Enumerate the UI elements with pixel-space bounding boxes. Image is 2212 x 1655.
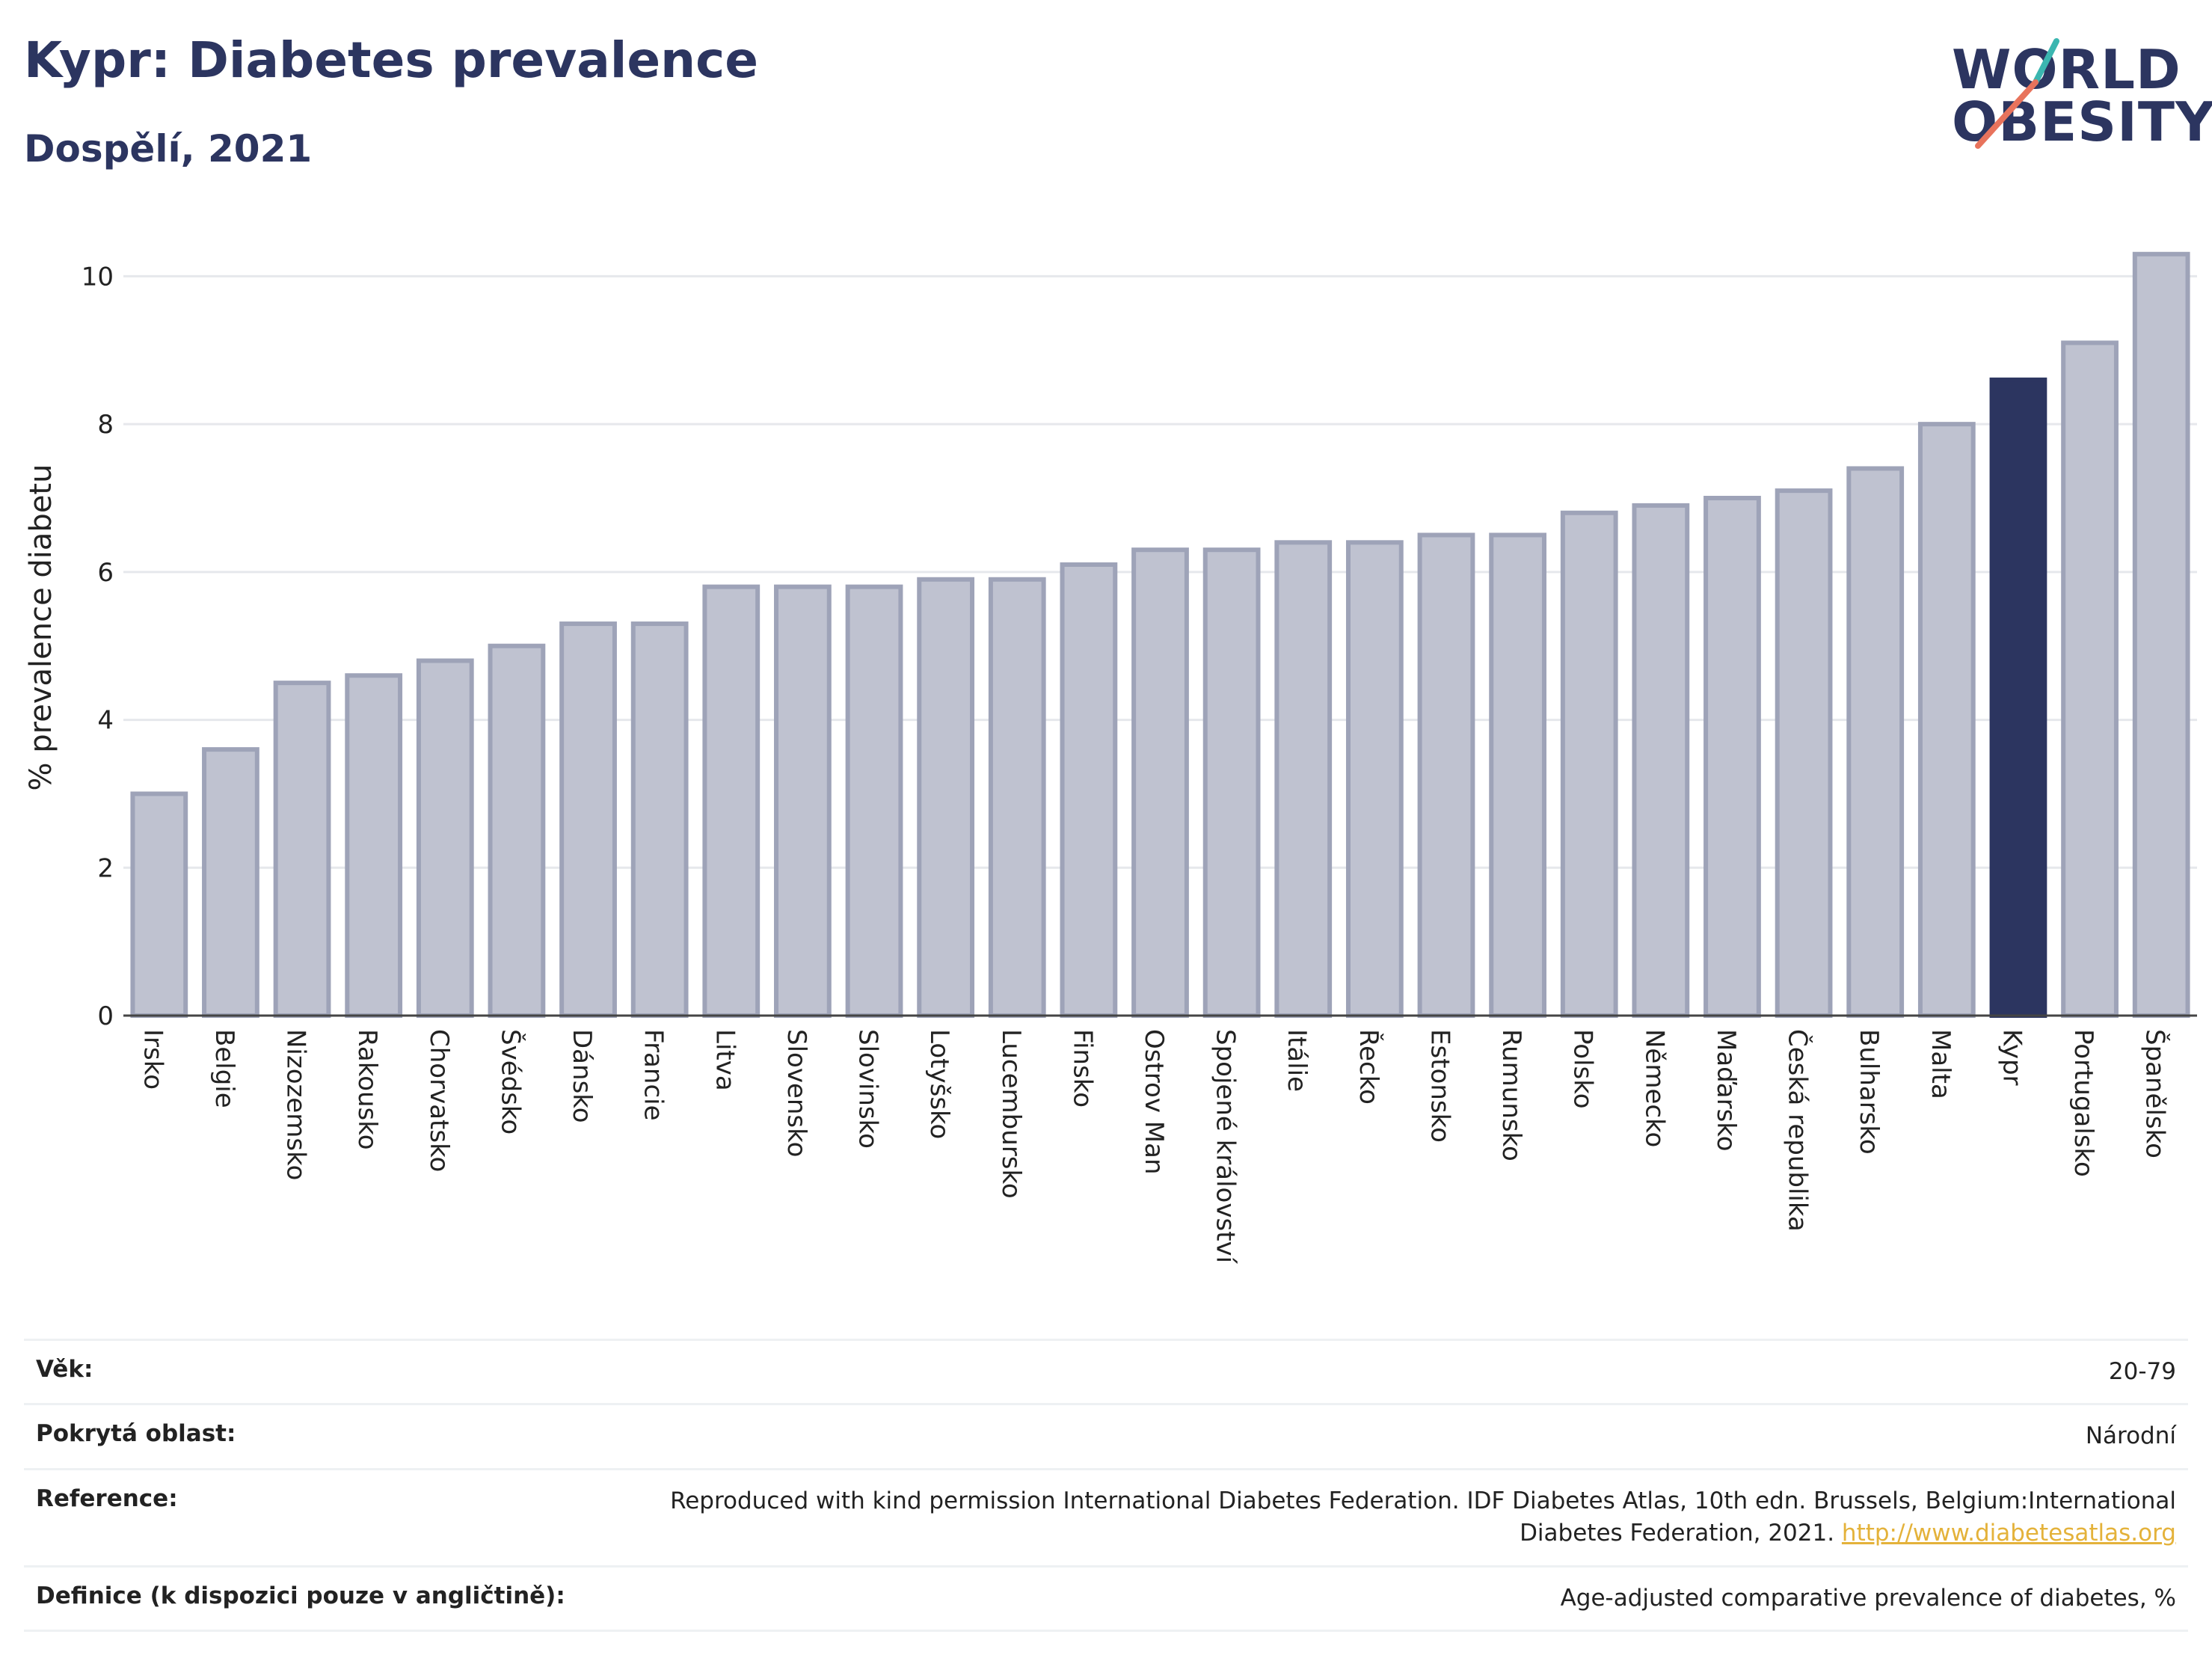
y-tick-label: 10 [82,262,114,292]
bar-7 [630,621,689,1018]
bar-0 [130,791,188,1019]
x-tick-label: Slovinsko [853,1029,883,1149]
bar-8 [702,584,761,1018]
bar-13 [1060,562,1118,1018]
bar-11 [917,577,975,1018]
x-tick-label: Španělsko [2140,1029,2171,1158]
y-axis-label: % prevalence diabetu [24,464,58,791]
bar-12 [988,577,1046,1018]
bar-9 [774,584,832,1018]
definition-value: Age-adjusted comparative prevalence of d… [1560,1584,2176,1612]
y-tick-label: 2 [97,853,114,883]
x-tick-label: Lotyšsko [924,1029,954,1139]
x-tick-label: Nizozemsko [281,1029,311,1180]
bar-21 [1632,503,1690,1018]
world-obesity-logo: WORLD OBESITY [1952,34,2212,161]
bar-14 [1131,547,1189,1018]
bar-2 [273,681,331,1019]
x-tick-label: Irsko [138,1029,168,1090]
x-tick-label: Česká republika [1783,1029,1813,1232]
x-tick-label: Portugalsko [2068,1029,2098,1177]
bar-18 [1417,532,1475,1018]
x-tick-label: Kypr [1997,1029,2027,1086]
meta-row-area: Pokrytá oblast: Národní [24,1403,2188,1467]
x-tick-label: Malta [1926,1029,1956,1099]
y-axis-ticks: 0 2 4 6 8 10 [82,262,114,1031]
bar-10 [845,584,903,1018]
bar-24 [1846,466,1905,1018]
x-tick-label: Francie [639,1029,669,1121]
x-tick-label: Estonsko [1425,1029,1454,1143]
bar-19 [1489,532,1546,1018]
meta-row-age: Věk: 20-79 [24,1339,2188,1403]
x-tick-label: Rakousko [352,1029,382,1150]
reference-label: Reference: [36,1484,178,1512]
x-tick-label: Lucembursko [996,1029,1026,1199]
logo-line-1: WORLD [1952,38,2181,101]
bar-28 [2132,251,2190,1019]
x-tick-label: Spojené království [1211,1029,1241,1265]
bar-17 [1345,540,1404,1019]
reference-text: Reproduced with kind permission Internat… [670,1487,2176,1547]
x-axis-labels: Irsko Belgie Nizozemsko Rakousko Chorvatsko Š… [138,1029,2170,1265]
bar-26 [1989,377,2047,1019]
y-tick-label: 4 [97,706,114,736]
bar-20 [1560,510,1618,1018]
chart-subtitle: Dospělí, 2021 [24,127,313,171]
bar-6 [559,621,617,1018]
definition-label: Definice (k dispozici pouze v angličtině… [36,1582,565,1609]
bars [130,251,2190,1019]
metadata-table: Věk: 20-79 Pokrytá oblast: Národní Refer… [24,1339,2188,1632]
x-tick-label: Finsko [1067,1029,1097,1108]
bar-16 [1274,540,1333,1019]
x-tick-label: Řecko [1354,1029,1384,1105]
bar-15 [1202,547,1261,1018]
x-tick-label: Dánsko [567,1029,597,1123]
x-tick-label: Chorvatsko [424,1029,454,1172]
x-tick-label: Polsko [1568,1029,1598,1109]
x-tick-label: Itálie [1282,1029,1312,1092]
bar-23 [1775,488,1833,1019]
chart-title: Kypr: Diabetes prevalence [24,31,759,89]
x-tick-label: Maďarsko [1711,1029,1741,1152]
age-label: Věk: [36,1356,93,1383]
meta-row-reference: Reference: Reproduced with kind permissi… [24,1467,2188,1565]
age-value: 20-79 [2108,1358,2176,1385]
bar-25 [1917,422,1976,1018]
x-tick-label: Slovensko [781,1029,811,1157]
x-tick-label: Belgie [209,1029,239,1108]
bar-chart: 0 2 4 6 8 10 Irsko Belgie Nizozemsko Rakousko Cho… [24,251,2197,1265]
y-tick-label: 6 [97,558,114,588]
x-tick-label: Litva [710,1029,740,1091]
area-value: Národní [2085,1422,2176,1450]
bar-5 [488,643,546,1018]
area-label: Pokrytá oblast: [36,1420,236,1448]
bar-1 [202,747,259,1018]
x-tick-label: Bulharsko [1854,1029,1884,1155]
bar-27 [2061,340,2119,1018]
logo-slash-icon [1975,38,2059,149]
meta-row-definition: Definice (k dispozici pouze v angličtině… [24,1565,2188,1632]
y-tick-label: 0 [97,1001,114,1031]
x-tick-label: Německo [1639,1029,1669,1147]
y-tick-label: 8 [97,410,114,440]
x-tick-label: Švédsko [495,1029,526,1134]
logo-line-2: OBESITY [1952,90,2212,153]
reference-link[interactable]: http://www.diabetesatlas.org [1841,1520,2176,1547]
bar-3 [345,673,403,1018]
bar-22 [1703,496,1761,1018]
x-tick-label: Ostrov Man [1139,1029,1169,1175]
x-tick-label: Rumunsko [1496,1029,1526,1161]
reference-value: Reproduced with kind permission Internat… [606,1485,2176,1550]
bar-4 [416,658,474,1018]
